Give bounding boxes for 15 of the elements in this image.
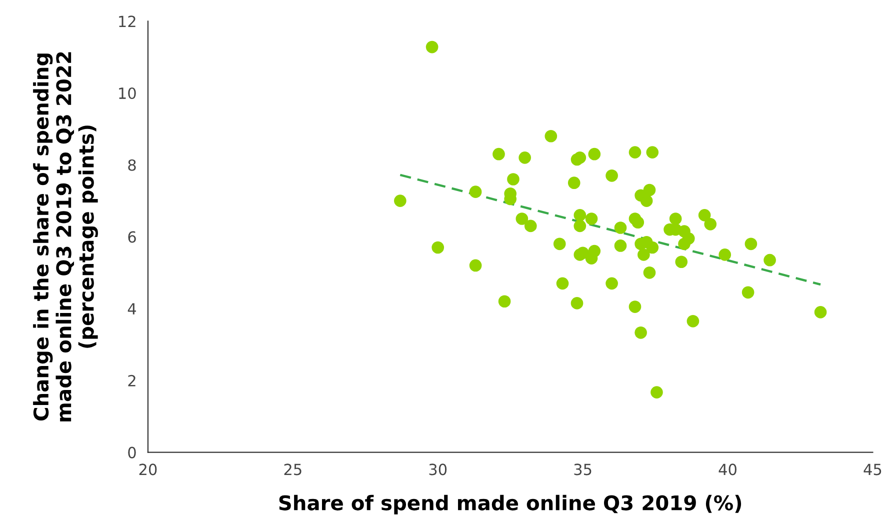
y-tick-label: 6 xyxy=(128,231,136,243)
x-tick-label: 40 xyxy=(718,464,736,476)
y-axis-title: Change in the share of spending made online Q3 2019 to Q3 2022 (percentage points) xyxy=(33,52,98,422)
y-tick-label: 12 xyxy=(119,16,136,27)
x-tick-label: 25 xyxy=(284,464,302,476)
y-tick-label: 8 xyxy=(128,159,136,171)
x-tick-label: 30 xyxy=(429,464,447,476)
x-tick-label: 35 xyxy=(574,464,592,476)
x-axis-title: Share of spend made online Q3 2019 (%) xyxy=(279,494,742,514)
x-tick-label: 45 xyxy=(864,464,882,476)
x-tick-label: 20 xyxy=(139,464,157,476)
y-tick-label: 4 xyxy=(128,303,136,314)
y-tick-label: 10 xyxy=(119,87,136,100)
y-tick-label: 0 xyxy=(128,446,136,458)
y-tick-label: 2 xyxy=(128,374,136,386)
